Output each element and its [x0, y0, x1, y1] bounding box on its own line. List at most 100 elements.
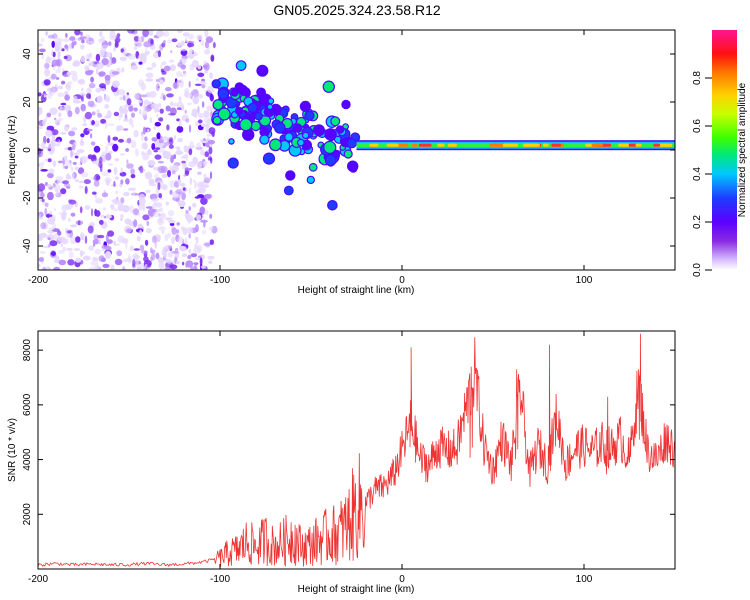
noise-blob	[87, 40, 90, 44]
noise-blob	[57, 92, 65, 97]
noise-blob	[72, 172, 75, 180]
noise-blob	[52, 182, 56, 188]
noise-blob	[200, 197, 208, 205]
noise-blob	[155, 79, 159, 82]
noise-blob	[136, 266, 142, 270]
noise-blob	[132, 259, 136, 267]
noise-blob	[169, 180, 176, 188]
noise-blob	[170, 101, 174, 107]
noise-blob	[67, 233, 70, 238]
noise-blob	[47, 172, 54, 179]
noise-blob	[93, 242, 96, 247]
noise-blob	[97, 234, 105, 239]
noise-blob	[106, 110, 112, 119]
noise-blob	[49, 240, 58, 247]
noise-blob	[208, 146, 213, 155]
noise-blob	[188, 249, 192, 254]
noise-blob	[78, 185, 84, 189]
noise-blob	[69, 36, 76, 41]
noise-blob	[55, 176, 64, 182]
noise-blob	[89, 40, 95, 45]
noise-blob	[171, 227, 177, 236]
noise-blob	[66, 248, 72, 251]
noise-blob	[95, 210, 101, 217]
noise-blob	[53, 266, 61, 270]
noise-blob	[120, 179, 124, 185]
noise-blob	[153, 201, 157, 206]
noise-blob	[90, 133, 93, 139]
noise-blob	[112, 80, 120, 88]
noise-blob	[139, 229, 143, 236]
noise-blob	[177, 137, 183, 143]
noise-blob	[47, 148, 52, 151]
transition-core	[303, 132, 309, 138]
noise-blob	[146, 220, 150, 227]
noise-blob	[126, 159, 129, 164]
noise-blob	[38, 163, 41, 167]
noise-blob	[112, 143, 119, 152]
transition-core	[333, 150, 340, 157]
noise-blob	[74, 166, 79, 171]
noise-blob	[200, 149, 205, 156]
noise-blob	[107, 142, 115, 146]
noise-blob	[150, 39, 154, 45]
noise-blob	[71, 127, 78, 131]
noise-blob	[194, 243, 198, 250]
transition-core	[264, 153, 274, 164]
noise-blob	[54, 139, 60, 142]
noise-blob	[201, 123, 207, 128]
noise-blob	[181, 246, 187, 252]
signal-peak	[659, 143, 670, 147]
noise-blob	[57, 51, 61, 57]
noise-blob	[102, 207, 106, 211]
noise-blob	[107, 169, 112, 173]
noise-blob	[39, 232, 48, 238]
noise-blob	[204, 209, 209, 215]
noise-blob	[88, 82, 96, 89]
noise-blob	[176, 146, 181, 152]
noise-blob	[45, 31, 48, 36]
noise-blob	[164, 233, 169, 242]
noise-blob	[113, 180, 116, 187]
noise-blob	[200, 219, 208, 223]
transition-core	[286, 171, 295, 180]
transition-core	[228, 158, 238, 168]
transition-core	[343, 124, 348, 129]
noise-blob	[154, 121, 161, 127]
x-tick-label: 100	[576, 574, 593, 585]
signal-peak	[591, 143, 604, 147]
noise-blob	[133, 219, 138, 228]
noise-blob	[195, 189, 201, 194]
noise-blob	[172, 81, 180, 89]
noise-blob	[67, 259, 75, 266]
noise-blob	[72, 143, 76, 151]
noise-blob	[52, 160, 57, 168]
noise-blob	[62, 38, 70, 43]
noise-blob	[158, 226, 166, 231]
noise-blob	[74, 155, 79, 159]
transition-core	[251, 122, 260, 130]
noise-blob	[126, 137, 132, 144]
noise-blob	[157, 165, 165, 174]
noise-blob	[51, 50, 54, 56]
colorbar-tick-label: 0.8	[692, 71, 703, 85]
noise-blob	[74, 106, 80, 115]
noise-blob	[50, 251, 56, 256]
noise-blob	[56, 119, 61, 123]
noise-blob	[80, 44, 85, 50]
noise-blob	[99, 50, 105, 57]
transition-core	[243, 129, 254, 140]
noise-blob	[160, 197, 164, 201]
noise-blob	[160, 63, 163, 70]
transition-core	[260, 135, 269, 144]
noise-blob	[184, 237, 188, 245]
noise-blob	[132, 191, 135, 196]
transition-core	[323, 81, 334, 92]
noise-blob	[87, 154, 93, 160]
noise-blob	[171, 170, 176, 175]
x-tick-label: -100	[210, 574, 230, 585]
noise-blob	[131, 192, 139, 196]
noise-blob	[58, 259, 67, 266]
noise-blob	[48, 227, 55, 231]
noise-blob	[102, 263, 110, 268]
